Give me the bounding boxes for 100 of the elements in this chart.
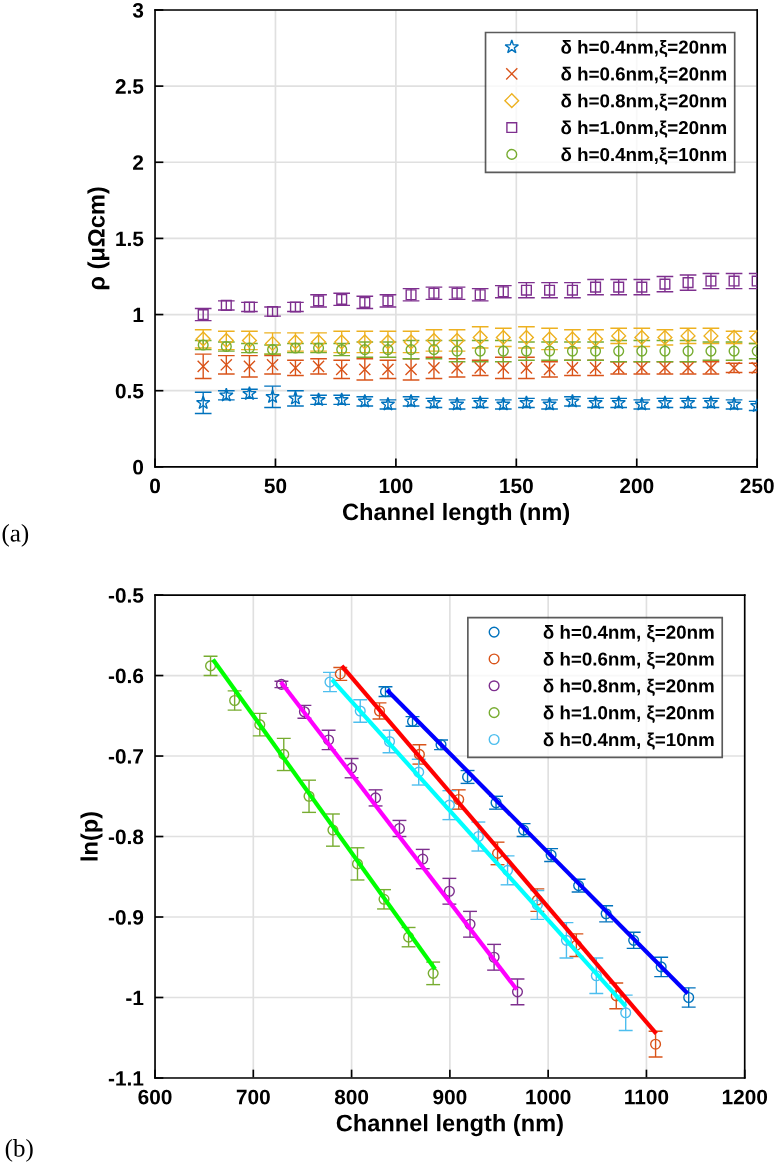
legend-label: δ h=0.8nm, ξ=20nm xyxy=(543,678,714,697)
point xyxy=(287,334,304,350)
point xyxy=(428,344,440,356)
y-tick-label: 2.5 xyxy=(115,79,144,94)
point xyxy=(197,309,209,321)
point xyxy=(543,363,556,376)
point xyxy=(683,991,695,1004)
point xyxy=(531,899,543,911)
point xyxy=(335,363,348,376)
point xyxy=(243,360,256,373)
x-tick-label: 1100 xyxy=(625,1089,669,1105)
point xyxy=(196,360,210,373)
point xyxy=(267,305,279,318)
legend-label: δ h=0.6nm,ξ=20nm xyxy=(561,66,727,85)
y-tick-label: 3 xyxy=(132,2,144,18)
point xyxy=(195,395,211,410)
point xyxy=(511,986,524,998)
point xyxy=(428,287,440,299)
point xyxy=(659,278,671,290)
point xyxy=(313,295,325,307)
point xyxy=(405,344,417,356)
point xyxy=(351,858,364,870)
point xyxy=(413,748,425,760)
point xyxy=(336,293,348,305)
point xyxy=(427,361,441,375)
legend-label: δ h=1.0nm,ξ=20nm xyxy=(561,120,727,138)
point xyxy=(334,334,350,350)
x-tick-label: 200 xyxy=(620,478,654,494)
point xyxy=(324,676,336,688)
point xyxy=(403,334,419,350)
y-axis-title: ln(p) xyxy=(80,812,103,861)
point xyxy=(544,284,556,296)
text: (b) xyxy=(5,1139,33,1162)
point xyxy=(728,275,740,287)
point xyxy=(378,893,390,905)
point xyxy=(354,705,366,717)
legend-label: δ h=0.4nm, ξ=20nm xyxy=(543,625,714,643)
y-tick-label: -0.9 xyxy=(108,910,144,925)
point xyxy=(682,277,694,289)
point xyxy=(682,345,694,357)
point xyxy=(443,885,455,897)
x-tick-label: 150 xyxy=(500,478,533,494)
point xyxy=(264,335,281,352)
point xyxy=(590,281,602,293)
legend-label: δ h=1.0nm, ξ=20nm xyxy=(543,705,714,723)
x-tick-label: 700 xyxy=(236,1089,270,1105)
point xyxy=(659,345,671,357)
point xyxy=(472,329,488,345)
point xyxy=(243,342,255,354)
point xyxy=(613,281,625,293)
y-tick-label: -0.6 xyxy=(108,668,144,684)
x-tick-label: 250 xyxy=(740,478,774,494)
point xyxy=(474,345,486,357)
y-tick-label: 1 xyxy=(133,307,144,323)
point xyxy=(195,331,211,347)
point xyxy=(380,334,396,350)
point xyxy=(359,296,371,308)
point xyxy=(544,345,556,357)
point xyxy=(566,284,578,296)
point xyxy=(566,345,578,357)
y-tick-label: 2 xyxy=(133,155,144,170)
point xyxy=(560,934,572,946)
point xyxy=(520,345,532,357)
point xyxy=(275,678,287,690)
point xyxy=(404,363,418,376)
point xyxy=(628,934,640,946)
point xyxy=(381,363,395,376)
y-tick-label: -1.1 xyxy=(108,1071,144,1086)
point xyxy=(613,345,625,357)
legend-label: δ h=0.8nm,ξ=20nm xyxy=(561,93,727,111)
point xyxy=(590,970,602,982)
point xyxy=(636,345,648,357)
x-tick-label: 600 xyxy=(138,1089,172,1105)
point xyxy=(518,329,535,345)
y-tick-label: -0.8 xyxy=(108,829,144,845)
point xyxy=(497,345,509,357)
legend-label: δ h=0.4nm, ξ=10nm xyxy=(543,732,714,750)
point xyxy=(451,345,463,357)
point xyxy=(382,295,394,307)
point xyxy=(266,358,279,372)
point xyxy=(358,363,372,376)
x-tick-label: 900 xyxy=(433,1089,467,1105)
x-tick-label: 0 xyxy=(150,478,160,494)
point xyxy=(497,361,510,375)
point xyxy=(650,1038,662,1050)
x-tick-label: 100 xyxy=(379,478,413,494)
y-tick-label: -0.7 xyxy=(108,749,143,764)
point xyxy=(655,961,667,973)
point xyxy=(451,287,463,299)
point xyxy=(336,344,348,356)
point xyxy=(520,361,533,375)
point xyxy=(620,1007,632,1019)
point xyxy=(705,345,717,357)
point xyxy=(610,990,622,1002)
x-tick-label: 800 xyxy=(334,1089,369,1105)
x-axis-title: Channel length (nm) xyxy=(336,1114,563,1137)
point xyxy=(359,344,371,356)
point xyxy=(488,951,500,963)
point xyxy=(383,735,396,748)
point xyxy=(303,790,315,802)
